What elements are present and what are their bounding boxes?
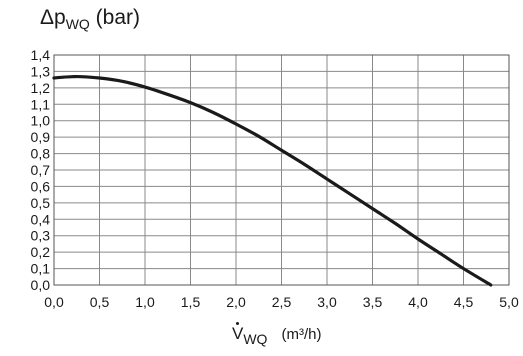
x-tick-label: 0,5 (90, 294, 110, 310)
plot-frame (53, 54, 510, 286)
y-tick-label: 0,3 (31, 228, 51, 244)
grid (53, 54, 510, 286)
y-tick-label: 1,3 (31, 63, 51, 79)
x-tick-label: 3,5 (363, 294, 383, 310)
y-tick-label: 0,1 (31, 261, 51, 277)
y-axis-title: ΔpWQ (bar) (40, 6, 140, 32)
x-axis-title: VWQ (m³/h) (232, 322, 322, 347)
x-tick-label: 3,0 (317, 294, 337, 310)
y-tick-label: 0,8 (31, 146, 51, 162)
x-tick-label: 5,0 (499, 294, 519, 310)
x-tick-labels: 0,0 0,5 1,0 1,5 2,0 2,5 3,0 3,5 4,0 4,5 5,0 (44, 294, 519, 310)
y-axis-subscript: WQ (65, 16, 90, 32)
y-tick-label: 0,7 (31, 162, 51, 178)
y-tick-label: 0,6 (31, 178, 51, 194)
y-tick-label: 1,0 (31, 113, 51, 129)
y-tick-label: 1,4 (31, 47, 51, 63)
x-axis-unit: (m³/h) (281, 326, 322, 343)
x-tick-label: 0,0 (44, 294, 64, 310)
x-tick-label: 2,0 (226, 294, 246, 310)
series-line (52, 74, 493, 287)
y-tick-label: 0,4 (31, 211, 51, 227)
y-tick-label: 1,1 (31, 96, 51, 112)
x-tick-label: 4,0 (408, 294, 428, 310)
y-axis-unit: (bar) (95, 6, 141, 29)
y-tick-label: 1,2 (31, 80, 51, 96)
x-tick-label: 4,5 (454, 294, 474, 310)
y-tick-label: 0,0 (31, 277, 51, 293)
x-tick-label: 1,0 (135, 294, 155, 310)
y-tick-label: 0,2 (31, 244, 51, 260)
x-tick-label: 1,5 (181, 294, 201, 310)
y-axis-symbol: Δp (40, 6, 66, 29)
y-tick-label: 0,9 (31, 129, 51, 145)
x-tick-label: 2,5 (272, 294, 292, 310)
x-axis-symbol: V (232, 322, 244, 343)
y-tick-labels: 0,00,10,20,30,40,50,60,70,80,91,01,11,21… (31, 47, 51, 293)
x-axis-subscript: WQ (243, 331, 268, 347)
y-tick-label: 0,5 (31, 195, 51, 211)
